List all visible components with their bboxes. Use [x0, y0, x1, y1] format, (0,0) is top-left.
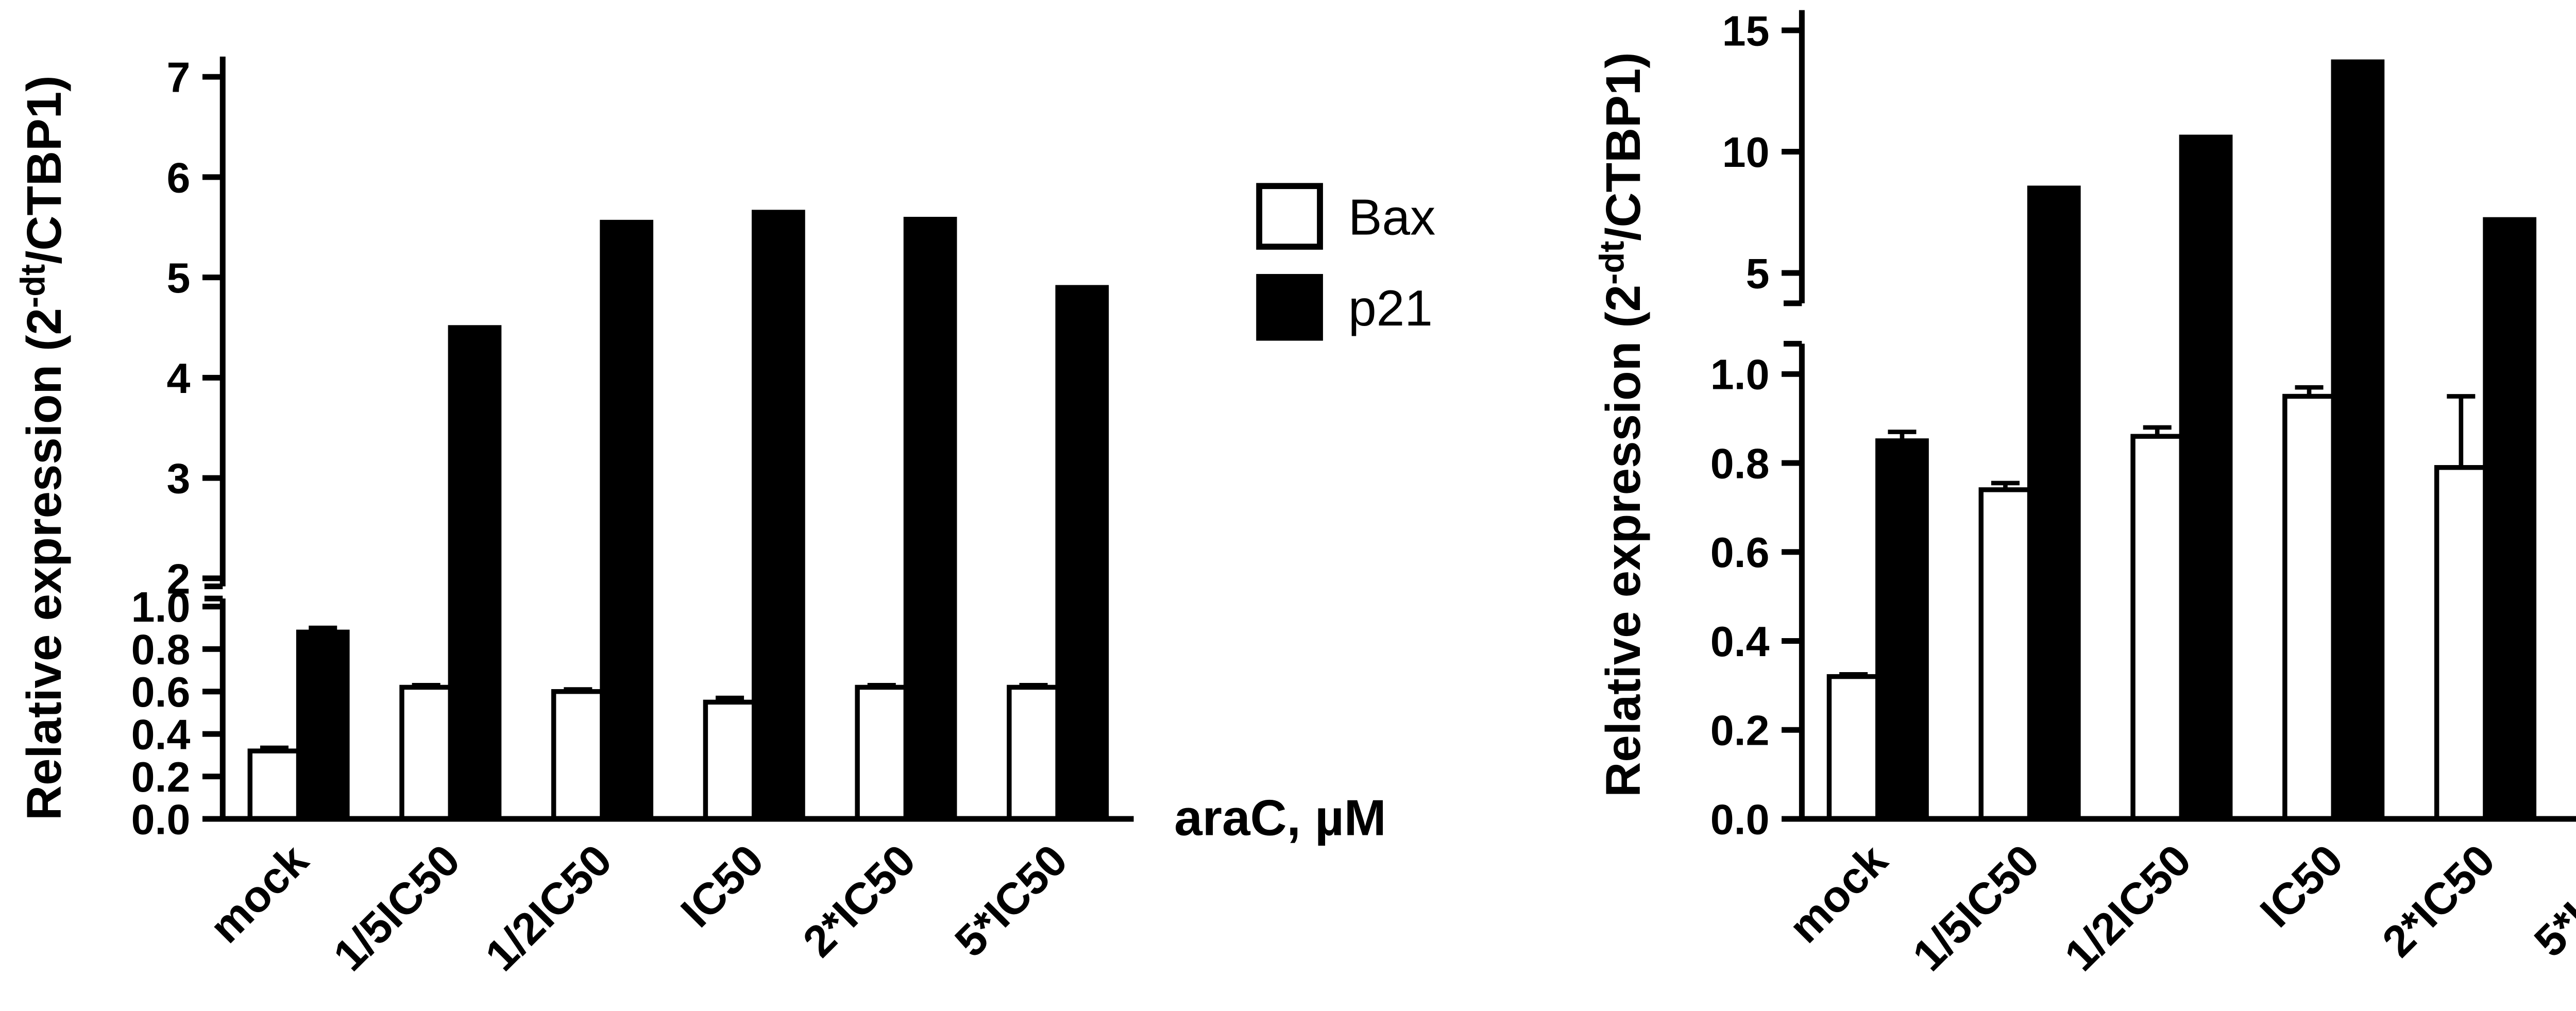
y-tick-label: 0.8	[131, 626, 191, 674]
bar-Bax-5*IC50	[1007, 684, 1060, 821]
y-tick-label: 0.2	[131, 753, 191, 801]
bar-p21-1/2IC50	[2179, 134, 2233, 821]
bar-p21-2*IC50	[903, 216, 957, 821]
legend-swatch-Bax	[1256, 183, 1323, 250]
bar-p21-5*IC50	[1055, 285, 1109, 821]
y-tick-label: 0.6	[131, 669, 191, 716]
y-tick-label: 0.2	[1710, 707, 1770, 755]
bar-p21-2*IC50	[2483, 217, 2537, 821]
x-tick-label-mock: mock	[200, 835, 318, 952]
y-tick-label: 7	[166, 54, 190, 101]
bar-Bax-2*IC50	[855, 684, 909, 821]
legend-label-Bax: Bax	[1348, 189, 1435, 245]
y-tick-label: 0.4	[1710, 618, 1770, 665]
y-tick-label: 3	[166, 455, 190, 503]
bar-Bax-1/2IC50	[551, 689, 605, 821]
y-axis-title: Relative expression (2-dt/CTBP1)	[14, 75, 71, 820]
y-tick-label: 15	[1722, 7, 1770, 55]
x-tick-label-5*IC50: 5*IC50	[945, 835, 1077, 967]
x-tick-label-mock: mock	[1780, 835, 1897, 952]
x-tick-label-IC50: IC50	[672, 835, 773, 937]
bar-p21-1/5IC50	[448, 325, 502, 821]
x-axis-title: araC, µM	[1174, 789, 1386, 846]
y-tick-label: 5	[1746, 250, 1770, 297]
y-tick-label: 0.0	[131, 796, 191, 844]
bar-Bax-IC50	[703, 699, 757, 821]
y-tick-label: 5	[166, 254, 190, 302]
y-tick-label: 6	[166, 154, 190, 201]
bar-chart-araC: mock 1/5IC50 1/2IC50 IC50 2*IC50 5*IC50 0.00.2…	[14, 54, 1435, 981]
bar-chart-epirubicin: mock 1/5IC50 1/2IC50 IC50 2*IC50 5*IC50 0.0 0.2…	[1593, 7, 2576, 981]
bar-p21-mock	[296, 629, 350, 821]
x-tick-label-2*IC50: 2*IC50	[794, 835, 925, 967]
x-tick-label-IC50: IC50	[2251, 835, 2352, 937]
y-tick-label: 0.4	[131, 711, 191, 759]
bar-p21-1/5IC50	[2027, 185, 2081, 821]
x-tick-label-1/5IC50: 1/5IC50	[1904, 835, 2049, 981]
bar-Bax-IC50	[2282, 393, 2336, 821]
legend-swatch-p21	[1256, 273, 1323, 341]
bar-Bax-2*IC50	[2434, 465, 2488, 821]
bar-p21-IC50	[752, 210, 805, 821]
y-tick-label: 0.6	[1710, 529, 1770, 576]
y-axis-title: Relative expression (2-dt/CTBP1)	[1593, 52, 1650, 797]
bar-Bax-mock	[1826, 674, 1880, 821]
bar-p21-mock	[1875, 438, 1929, 821]
x-tick-label-5*IC50: 5*IC50	[2525, 835, 2576, 967]
y-tick-label: 10	[1722, 129, 1770, 176]
y-tick-label: 1.0	[1710, 351, 1770, 399]
bar-Bax-1/2IC50	[2130, 434, 2184, 821]
bar-Bax-mock	[247, 748, 301, 821]
bar-p21-1/2IC50	[600, 219, 654, 821]
x-tick-label-1/2IC50: 1/2IC50	[2055, 835, 2200, 981]
y-tick-label: 0.8	[1710, 440, 1770, 488]
legend-label-p21: p21	[1348, 280, 1433, 336]
x-tick-label-1/2IC50: 1/2IC50	[476, 835, 621, 981]
bar-p21-IC50	[2331, 59, 2385, 821]
bar-Bax-1/5IC50	[399, 684, 453, 821]
x-tick-label-2*IC50: 2*IC50	[2373, 835, 2504, 967]
y-tick-label: 1.0	[131, 584, 191, 631]
x-tick-label-1/5IC50: 1/5IC50	[324, 835, 469, 981]
y-tick-label: 0.0	[1710, 796, 1770, 844]
bar-Bax-1/5IC50	[1978, 487, 2032, 821]
y-tick-label: 2	[166, 555, 190, 603]
y-tick-label: 4	[166, 355, 190, 402]
